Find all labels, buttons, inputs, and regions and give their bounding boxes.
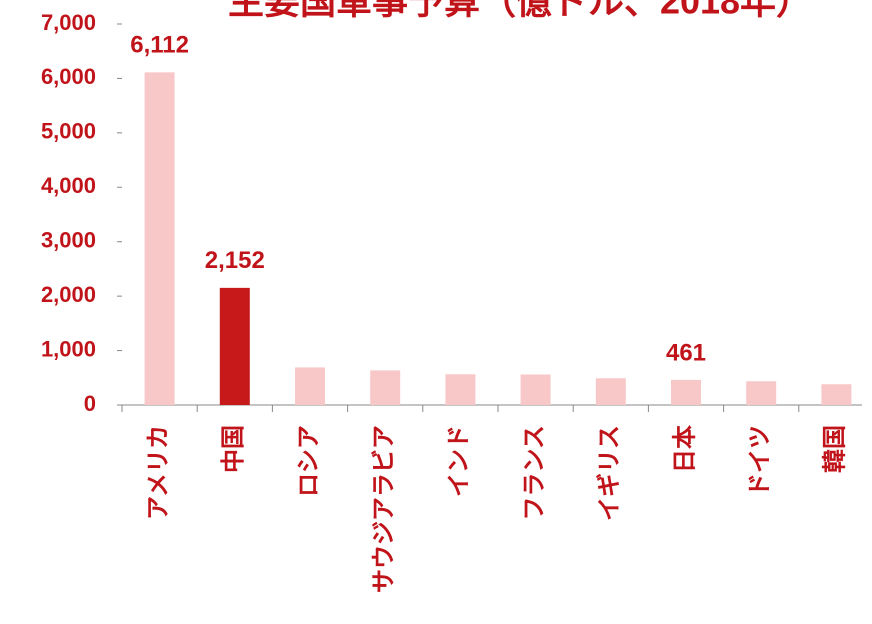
- y-tick-label: 1,000: [41, 336, 96, 361]
- data-label: 2,152: [205, 247, 265, 274]
- x-tick-label: インド: [446, 425, 473, 497]
- x-tick-label: サウジアラビア: [371, 425, 398, 593]
- y-tick-label: 0: [84, 391, 96, 416]
- data-label: 461: [666, 339, 706, 366]
- x-tick-label: 日本: [671, 425, 698, 473]
- bar: [595, 378, 626, 405]
- bar: [520, 374, 551, 405]
- x-tick-label: 韓国: [822, 425, 849, 473]
- bar: [370, 370, 401, 405]
- x-tick-label: イギリス: [596, 425, 623, 521]
- bar: [295, 367, 325, 405]
- bar: [445, 374, 476, 405]
- x-tick-label: フランス: [521, 425, 548, 521]
- bar: [219, 287, 250, 405]
- bar: [144, 72, 175, 405]
- y-tick-label: 7,000: [41, 10, 96, 35]
- y-tick-label: 5,000: [41, 119, 96, 144]
- y-tick-label: 2,000: [41, 282, 96, 307]
- bar: [671, 379, 701, 405]
- bar: [821, 384, 852, 405]
- chart-title: 主要国軍事予算（億ドル、2018年）: [228, 0, 812, 22]
- data-label: 6,112: [130, 32, 189, 59]
- x-tick-label: ドイツ: [747, 425, 774, 497]
- bar: [746, 381, 777, 405]
- x-tick-label: ロシア: [295, 425, 322, 497]
- x-tick-label: 中国: [220, 425, 247, 473]
- y-tick-label: 4,000: [41, 173, 96, 198]
- y-tick-label: 3,000: [41, 228, 96, 253]
- x-tick-label: アメリカ: [145, 425, 172, 520]
- y-tick-label: 6,000: [41, 64, 96, 89]
